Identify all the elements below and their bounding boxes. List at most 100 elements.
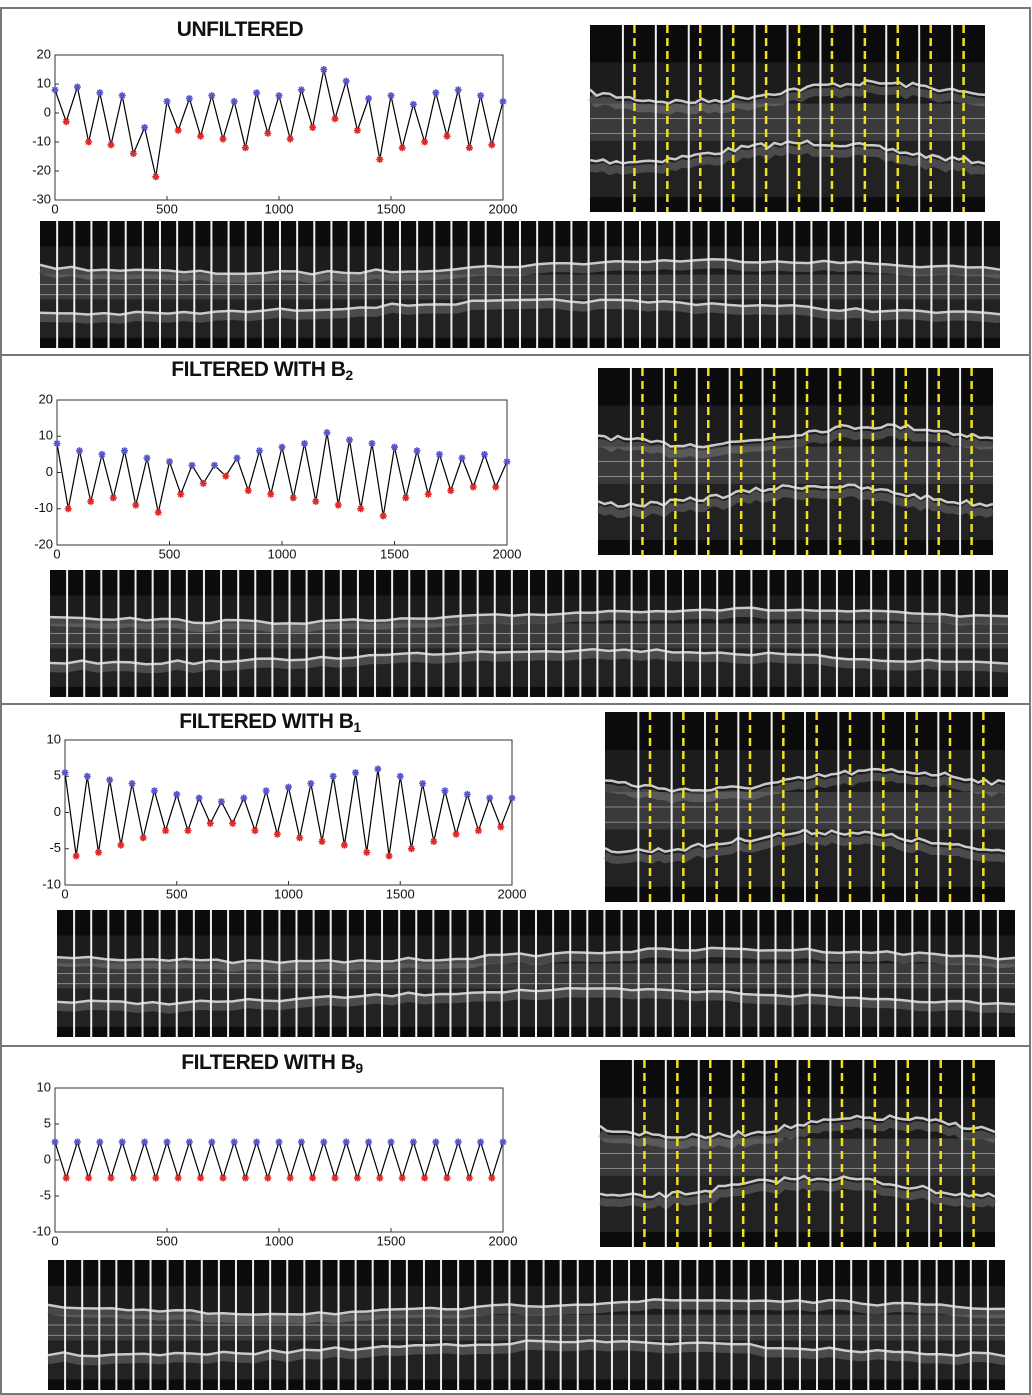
chart-title: FILTERED WITH B9 — [181, 1051, 363, 1076]
marker — [503, 458, 511, 466]
x-tick-label: 1000 — [268, 546, 297, 561]
x-tick-label: 500 — [166, 886, 188, 901]
marker — [407, 845, 415, 853]
marker — [465, 144, 473, 152]
marker — [340, 841, 348, 849]
marker — [285, 783, 292, 791]
marker — [441, 787, 449, 795]
y-tick-label: -10 — [34, 500, 53, 515]
marker — [256, 447, 263, 455]
y-tick-label: -20 — [32, 162, 51, 177]
y-tick-label: 10 — [47, 731, 61, 746]
x-tick-label: 2000 — [489, 1233, 518, 1248]
marker — [275, 1138, 283, 1146]
marker — [141, 124, 149, 131]
marker — [117, 841, 125, 849]
marker — [197, 132, 205, 140]
marker — [184, 827, 192, 835]
marker — [447, 487, 455, 495]
marker — [174, 126, 182, 134]
marker — [275, 92, 283, 100]
marker — [262, 787, 270, 795]
y-tick-label: 10 — [39, 428, 53, 443]
y-tick-label: -5 — [39, 1187, 51, 1202]
y-tick-label: 10 — [37, 75, 51, 90]
marker — [273, 830, 281, 838]
title-text: FILTERED WITH B — [179, 710, 353, 733]
marker — [481, 450, 488, 458]
marker — [174, 1174, 182, 1182]
marker — [443, 1174, 451, 1182]
x-tick-label: 2000 — [498, 886, 527, 901]
y-tick-label: 20 — [39, 391, 53, 406]
marker — [458, 454, 466, 462]
marker — [289, 494, 297, 502]
marker — [197, 1174, 205, 1182]
chart-title: UNFILTERED — [177, 18, 304, 41]
marker — [492, 483, 500, 491]
marker — [195, 794, 203, 802]
marker — [424, 490, 432, 498]
marker — [253, 89, 261, 97]
marker — [334, 501, 342, 509]
marker — [107, 1174, 115, 1182]
x-tick-label: 500 — [156, 1233, 178, 1248]
marker — [331, 1174, 339, 1182]
marker — [320, 66, 328, 73]
marker — [296, 834, 304, 842]
marker — [419, 780, 427, 787]
x-tick-label: 0 — [51, 201, 58, 216]
x-tick-label: 1500 — [380, 546, 409, 561]
marker — [95, 848, 103, 856]
x-tick-label: 0 — [61, 886, 68, 901]
y-tick-label: -10 — [32, 133, 51, 148]
marker — [208, 92, 216, 100]
marker — [240, 794, 248, 802]
marker — [173, 790, 181, 798]
marker — [162, 827, 170, 835]
marker — [342, 1138, 350, 1146]
marker — [488, 141, 496, 149]
marker — [421, 138, 429, 146]
marker — [365, 1138, 373, 1146]
x-tick-label: 1500 — [377, 1233, 406, 1248]
marker — [376, 155, 384, 163]
marker — [297, 86, 305, 94]
marker — [398, 144, 406, 152]
marker — [379, 512, 387, 520]
y-tick-label: 0 — [44, 104, 51, 119]
marker — [499, 1138, 507, 1146]
marker — [73, 1138, 81, 1146]
marker — [488, 1174, 496, 1182]
marker — [413, 447, 421, 455]
marker — [219, 135, 227, 143]
title-text: FILTERED WITH B — [171, 358, 345, 381]
plot-area — [56, 399, 508, 546]
marker — [76, 447, 83, 455]
marker — [497, 823, 505, 831]
title-subscript: 9 — [355, 1060, 363, 1076]
marker — [141, 1138, 149, 1146]
marker — [143, 454, 151, 462]
marker — [443, 132, 451, 140]
x-tick-label: 1000 — [265, 1233, 294, 1248]
plot-area — [64, 739, 513, 886]
marker — [385, 852, 393, 860]
plot-area — [54, 1087, 504, 1233]
marker — [486, 794, 494, 802]
marker — [391, 443, 398, 451]
marker — [87, 498, 95, 505]
marker — [309, 1174, 317, 1182]
marker — [206, 819, 214, 827]
frame — [0, 7, 1031, 1395]
marker — [312, 498, 320, 505]
marker — [118, 1138, 126, 1146]
y-tick-label: -10 — [32, 1223, 51, 1238]
marker — [129, 150, 137, 158]
marker — [363, 848, 371, 856]
marker — [96, 89, 104, 97]
marker — [53, 440, 61, 447]
marker — [230, 1138, 238, 1146]
marker — [499, 97, 507, 105]
